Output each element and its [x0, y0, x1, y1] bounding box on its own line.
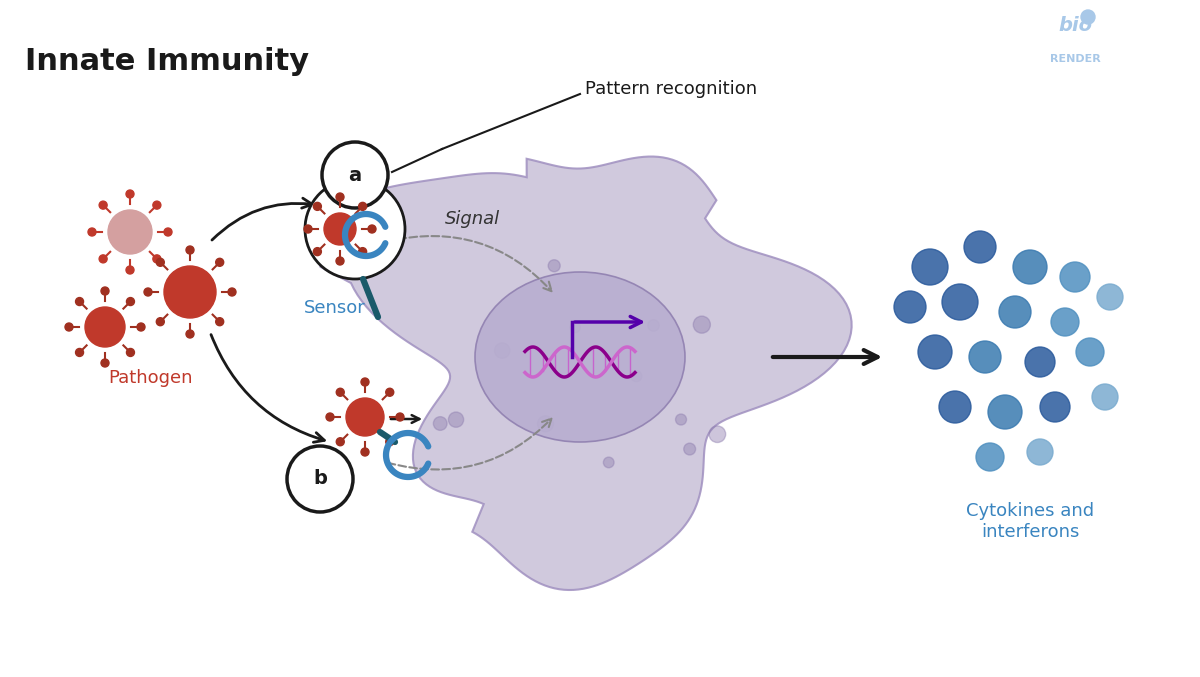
Circle shape — [604, 457, 614, 468]
Circle shape — [942, 284, 978, 320]
Circle shape — [368, 225, 376, 233]
Circle shape — [918, 335, 952, 369]
Polygon shape — [318, 156, 852, 590]
Circle shape — [313, 202, 322, 211]
Circle shape — [152, 255, 161, 263]
Circle shape — [287, 446, 353, 512]
Circle shape — [361, 378, 370, 386]
Circle shape — [313, 248, 322, 256]
Text: Pathogen: Pathogen — [108, 369, 192, 387]
Circle shape — [336, 193, 344, 201]
Circle shape — [216, 318, 223, 326]
Text: Innate Immunity: Innate Immunity — [25, 47, 310, 76]
Circle shape — [396, 413, 404, 421]
Circle shape — [385, 388, 394, 396]
Circle shape — [976, 443, 1004, 471]
Circle shape — [538, 416, 553, 432]
Circle shape — [144, 288, 152, 296]
Circle shape — [126, 266, 134, 274]
Circle shape — [970, 341, 1001, 373]
Circle shape — [100, 201, 107, 209]
Circle shape — [912, 249, 948, 285]
Circle shape — [359, 248, 367, 256]
Circle shape — [88, 228, 96, 236]
Circle shape — [108, 210, 152, 254]
Circle shape — [126, 298, 134, 305]
Text: Signal: Signal — [444, 210, 499, 228]
Ellipse shape — [475, 272, 685, 442]
Circle shape — [100, 255, 107, 263]
Circle shape — [676, 414, 686, 425]
Circle shape — [940, 391, 971, 423]
Circle shape — [1081, 10, 1096, 24]
Circle shape — [85, 307, 125, 347]
Circle shape — [186, 246, 194, 254]
Text: Sensor: Sensor — [304, 299, 366, 317]
Circle shape — [76, 349, 84, 357]
Circle shape — [228, 288, 236, 296]
Circle shape — [101, 287, 109, 295]
Circle shape — [322, 142, 388, 208]
Circle shape — [304, 225, 312, 233]
Circle shape — [548, 260, 560, 271]
Circle shape — [137, 323, 145, 331]
Circle shape — [152, 201, 161, 209]
Circle shape — [998, 296, 1031, 328]
Circle shape — [156, 318, 164, 326]
Circle shape — [164, 266, 216, 318]
Circle shape — [346, 398, 384, 436]
Circle shape — [1025, 347, 1055, 377]
Circle shape — [126, 349, 134, 357]
Text: RENDER: RENDER — [1050, 54, 1100, 64]
Circle shape — [684, 443, 696, 455]
Circle shape — [164, 228, 172, 236]
Circle shape — [1051, 308, 1079, 336]
Circle shape — [449, 412, 463, 427]
Circle shape — [709, 426, 726, 443]
Text: Pattern recognition: Pattern recognition — [586, 80, 757, 98]
Circle shape — [494, 343, 510, 358]
Circle shape — [1092, 384, 1118, 410]
Circle shape — [1097, 284, 1123, 310]
Circle shape — [336, 438, 344, 445]
Circle shape — [1040, 392, 1070, 422]
Circle shape — [570, 322, 581, 332]
Circle shape — [156, 259, 164, 266]
Circle shape — [1076, 338, 1104, 366]
Circle shape — [694, 316, 710, 333]
Circle shape — [1013, 250, 1046, 284]
Circle shape — [648, 320, 659, 331]
Text: bio: bio — [1058, 16, 1092, 35]
Circle shape — [305, 179, 406, 279]
Circle shape — [324, 213, 356, 245]
Circle shape — [326, 413, 334, 421]
Circle shape — [385, 438, 394, 445]
Circle shape — [1027, 439, 1054, 465]
Circle shape — [336, 388, 344, 396]
Circle shape — [336, 257, 344, 265]
Text: a: a — [348, 165, 361, 185]
Circle shape — [359, 202, 367, 211]
Circle shape — [964, 231, 996, 263]
Text: b: b — [313, 470, 326, 489]
Circle shape — [101, 359, 109, 367]
Circle shape — [216, 259, 223, 266]
Circle shape — [1060, 262, 1090, 292]
Circle shape — [361, 448, 370, 456]
Text: Cytokines and
interferons: Cytokines and interferons — [966, 502, 1094, 541]
Circle shape — [126, 190, 134, 198]
Circle shape — [631, 370, 642, 382]
Circle shape — [186, 330, 194, 338]
Circle shape — [433, 416, 448, 431]
Circle shape — [894, 291, 926, 323]
Circle shape — [76, 298, 84, 305]
Circle shape — [65, 323, 73, 331]
Circle shape — [988, 395, 1022, 429]
